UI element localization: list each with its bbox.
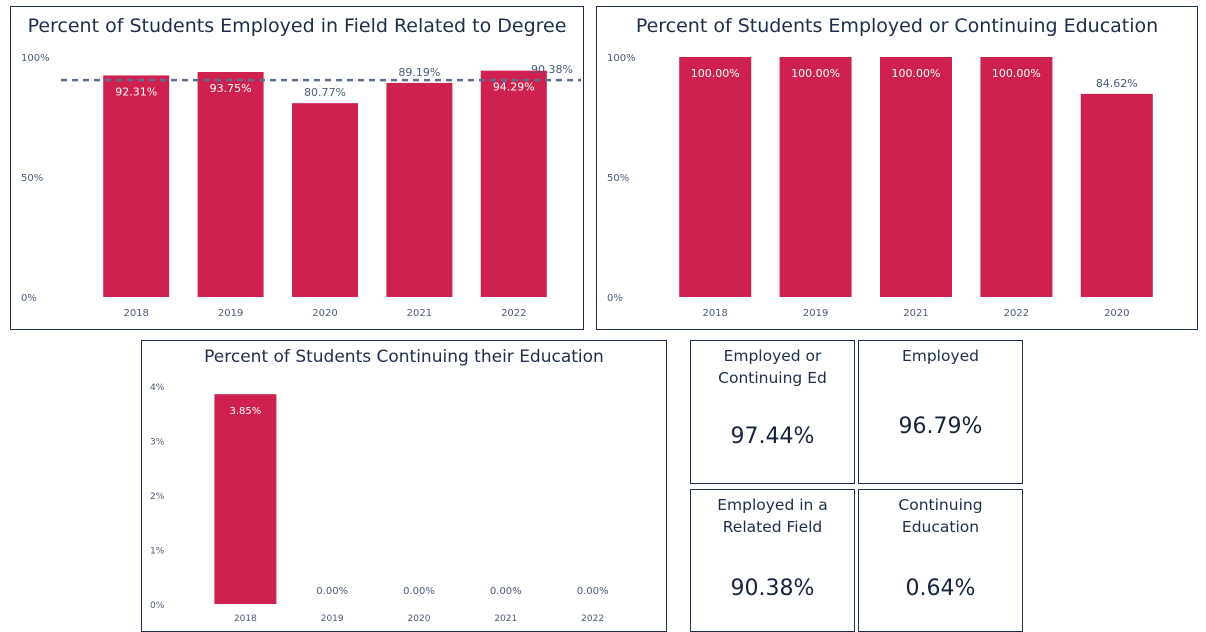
data-label: 100.00%: [992, 67, 1041, 80]
y-tick-label: 50%: [607, 173, 629, 184]
y-tick-label: 100%: [21, 53, 50, 64]
chart-title: Percent of Students Employed or Continui…: [635, 15, 1159, 37]
x-tick-label: 2018: [702, 308, 727, 319]
data-label: 100.00%: [691, 67, 740, 80]
data-label: 0.00%: [403, 586, 435, 597]
reference-line-label: 90.38%: [531, 63, 573, 76]
x-tick-label: 2018: [234, 614, 257, 624]
x-tick-label: 2022: [1004, 308, 1029, 319]
chart-related-field-svg: 0% 50% 100% 92.31% 2018 93.75% 2019 80.77% 2020 8…: [21, 53, 581, 319]
data-label: 89.19%: [398, 66, 440, 79]
data-label: 92.31%: [115, 85, 157, 98]
data-label: 80.77%: [304, 86, 346, 99]
x-tick-label: 2018: [123, 308, 148, 319]
y-tick-label: 0%: [150, 601, 165, 611]
bar-2021: [386, 82, 453, 297]
chart-title: Percent of Students Employed in Field Re…: [27, 15, 567, 37]
y-tick-label: 4%: [150, 383, 165, 393]
data-label: 0.00%: [490, 586, 522, 597]
data-label: 93.75%: [210, 82, 252, 95]
bar-2022: [480, 70, 547, 297]
x-tick-label: 2020: [312, 308, 337, 319]
bar-2018: [214, 394, 277, 604]
kpi-label: Employed: [901, 347, 980, 365]
data-label: 0.00%: [316, 586, 348, 597]
x-tick-label: 2021: [407, 308, 432, 319]
data-label: 84.62%: [1096, 77, 1138, 90]
x-tick-label: 2021: [494, 614, 517, 624]
bar-2018: [103, 75, 170, 298]
bar-2020: [1080, 93, 1153, 297]
y-tick-label: 100%: [607, 53, 636, 64]
chart-continuing-education-panel: Percent of Students Continuing their Edu…: [141, 340, 667, 632]
kpi-label: Employed or Continuing Ed: [718, 347, 827, 387]
data-label: 0.00%: [577, 586, 609, 597]
chart-related-field-panel: Percent of Students Employed in Field Re…: [10, 6, 584, 330]
y-tick-label: 2%: [150, 492, 165, 502]
kpi-value: 0.64%: [905, 576, 976, 601]
kpi-employed-card: Employed 96.79%: [858, 340, 1023, 484]
chart-employed-or-continuing-svg: 0% 50% 100% 100.00% 2018 100.00% 2019 100.00% 20…: [607, 53, 1153, 319]
data-label: 3.85%: [230, 406, 262, 417]
kpi-label: Continuing Education: [898, 496, 983, 536]
bar-2020: [292, 103, 358, 297]
x-tick-label: 2020: [1104, 308, 1129, 319]
x-tick-label: 2022: [501, 308, 526, 319]
chart-employed-or-continuing-panel: Percent of Students Employed or Continui…: [596, 6, 1198, 330]
x-tick-label: 2020: [408, 614, 431, 624]
kpi-label: Employed in a Related Field: [717, 496, 828, 536]
chart-continuing-education-svg: 0% 1% 2% 3% 4% 3.85% 2018 0.00% 2019 0.00% 2020 0.0…: [150, 383, 609, 624]
y-tick-label: 1%: [150, 547, 165, 557]
x-tick-label: 2021: [903, 308, 928, 319]
x-tick-label: 2022: [581, 614, 604, 624]
chart-title: Percent of Students Continuing their Edu…: [204, 347, 604, 367]
x-tick-label: 2019: [803, 308, 828, 319]
data-label: 100.00%: [892, 67, 941, 80]
y-tick-label: 0%: [607, 293, 623, 304]
data-label: 100.00%: [791, 67, 840, 80]
data-label: 94.29%: [493, 81, 535, 94]
bar-2019: [197, 72, 264, 297]
bar-2022: [980, 57, 1053, 297]
y-tick-label: 0%: [21, 293, 37, 304]
kpi-value: 96.79%: [898, 414, 983, 439]
kpi-related-field-card: Employed in a Related Field 90.38%: [690, 489, 855, 632]
kpi-continuing-card: Continuing Education 0.64%: [858, 489, 1023, 632]
y-tick-label: 50%: [21, 173, 43, 184]
bar-2018: [679, 57, 752, 297]
y-tick-label: 3%: [150, 438, 165, 448]
bar-2019: [779, 57, 852, 297]
kpi-employed-or-continuing-card: Employed or Continuing Ed 97.44%: [690, 340, 855, 484]
bar-2021: [880, 57, 952, 297]
kpi-value: 97.44%: [730, 424, 815, 449]
x-tick-label: 2019: [321, 614, 344, 624]
x-tick-label: 2019: [218, 308, 243, 319]
kpi-value: 90.38%: [730, 576, 815, 601]
